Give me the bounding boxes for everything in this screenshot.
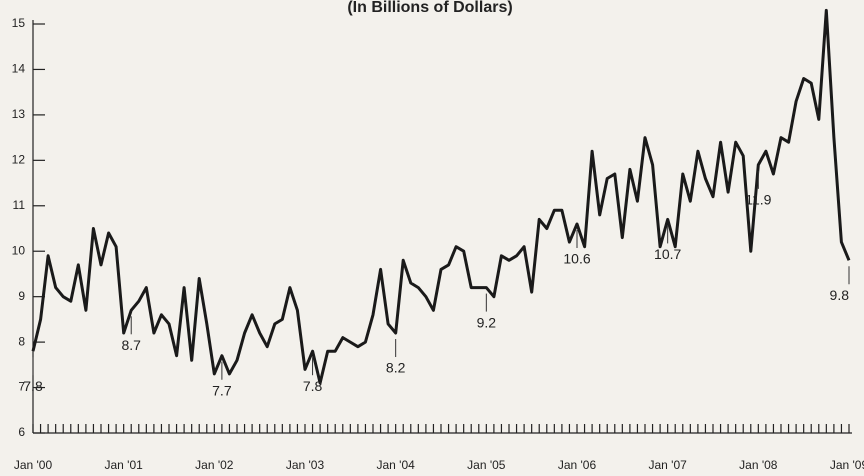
y-tick-label: 13 [12,107,26,121]
y-tick-label: 9 [18,289,25,303]
value-label: 11.9 [745,192,771,208]
y-tick-label: 10 [12,243,26,257]
x-tick-label: Jan '02 [195,458,234,472]
x-tick-label: Jan '00 [14,458,53,472]
x-tick-label: Jan '01 [105,458,144,472]
y-tick-label: 12 [12,153,26,167]
x-tick-label: Jan '04 [377,458,416,472]
x-tick-label: Jan '09 [830,458,864,472]
value-label: 10.6 [563,251,590,267]
y-tick-label: 14 [12,62,26,76]
y-tick-label: 11 [13,198,26,212]
data-line [31,8,851,385]
x-tick-label: Jan '03 [286,458,325,472]
x-tick-label: Jan '06 [558,458,597,472]
y-tick-label: 8 [18,334,25,348]
y-tick-label: 7 [18,380,25,394]
x-tick-label: Jan '07 [649,458,688,472]
value-label: 8.2 [386,360,406,376]
y-tick-label: 6 [18,425,25,439]
value-label: 9.8 [830,287,850,303]
value-label: 10.7 [654,246,681,262]
value-label: 7.8 [303,378,323,394]
value-label: 7.7 [212,382,232,398]
value-label: 8.7 [121,337,141,353]
y-tick-label: 15 [12,16,26,30]
value-label: 9.2 [477,314,497,330]
chart-title: (In Billions of Dollars) [347,0,512,16]
x-tick-label: Jan '08 [739,458,778,472]
value-label: 7.8 [23,378,43,394]
x-tick-label: Jan '05 [467,458,506,472]
